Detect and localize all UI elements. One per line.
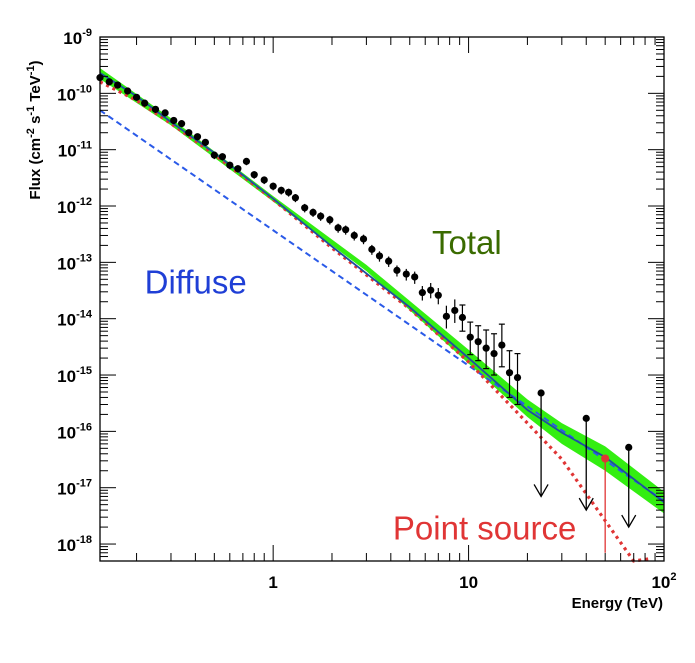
diffuse-line: [99, 109, 665, 502]
annotation-point-source: Point source: [393, 510, 576, 547]
data-point: [427, 286, 435, 294]
data-point: [375, 252, 384, 260]
data-point: [466, 333, 474, 341]
y-tick-label: 10-12: [57, 196, 92, 217]
data-point: [513, 374, 522, 382]
data-point: [177, 120, 186, 128]
data-point: [260, 176, 268, 184]
data-points-layer: [96, 74, 637, 553]
x-tick-label: 10: [459, 573, 478, 592]
data-point: [359, 235, 368, 243]
tick-labels: 10-9 10-10 10-11 10-12 10-13 10-14 10-15 10-16 1…: [57, 27, 676, 592]
upper-limit-arrow: [621, 514, 637, 529]
annotation-diffuse: Diffuse: [145, 263, 247, 300]
x-axis-title: Energy (TeV): [572, 595, 663, 612]
data-point: [141, 99, 149, 107]
y-tick-label: 10-9: [63, 27, 92, 48]
data-point: [458, 313, 467, 322]
data-point: [105, 78, 113, 86]
point-source-line: [99, 80, 651, 563]
data-point: [334, 224, 342, 232]
data-point: [277, 186, 285, 194]
data-point: [114, 81, 122, 89]
data-point: [411, 273, 419, 281]
data-point: [269, 182, 277, 190]
upper-limit-arrow: [578, 497, 594, 512]
plot-frame: [99, 36, 665, 562]
y-tick-label: 10-14: [57, 309, 93, 330]
data-point: [451, 306, 459, 315]
data-point: [193, 133, 202, 141]
data-point: [385, 257, 393, 265]
y-tick-label: 10-15: [57, 365, 92, 386]
data-point: [132, 93, 141, 101]
annotation-total: Total: [432, 224, 502, 261]
y-tick-label: 10-11: [58, 140, 92, 161]
y-tick-label: 10-13: [57, 252, 92, 273]
x-tick-label: 102: [651, 571, 676, 592]
data-point: [342, 226, 350, 234]
axis-ticks: [100, 36, 665, 562]
data-point: [301, 204, 309, 212]
data-point: [368, 245, 376, 253]
data-point: [474, 338, 482, 346]
data-point: [234, 165, 242, 173]
total-band-layer: [100, 68, 664, 514]
upper-limit-point: [625, 443, 633, 451]
data-point: [285, 188, 293, 196]
data-point: [124, 87, 132, 95]
data-point: [185, 129, 193, 137]
data-point: [350, 231, 358, 240]
upper-limit-point: [537, 389, 545, 397]
total-line: [99, 72, 665, 504]
point-source-marker: [601, 454, 610, 463]
y-tick-label: 10-18: [57, 534, 92, 555]
data-point: [317, 212, 325, 220]
data-point: [151, 105, 160, 113]
y-tick-label: 10-17: [57, 478, 92, 499]
upper-limit-arrow: [533, 484, 549, 498]
data-point: [434, 291, 442, 299]
data-point: [218, 153, 227, 161]
data-point: [291, 194, 300, 202]
data-point: [201, 138, 209, 146]
data-point: [250, 171, 258, 179]
y-tick-label: 10-16: [57, 421, 92, 442]
data-point: [326, 216, 334, 224]
data-point: [482, 344, 490, 352]
data-point: [393, 266, 401, 274]
data-point: [498, 341, 506, 349]
data-point: [402, 270, 410, 278]
data-point: [242, 157, 251, 165]
total-band: [100, 68, 664, 514]
data-point: [505, 369, 514, 377]
y-axis-title: Flux (cm-2 s-1 TeV-1): [25, 60, 44, 199]
data-point: [309, 208, 317, 217]
y-tick-label: 10-10: [57, 83, 92, 104]
data-point: [161, 109, 169, 117]
upper-limit-point: [582, 414, 590, 422]
data-point: [170, 116, 178, 125]
curve-layer: [99, 72, 665, 563]
data-point: [210, 151, 218, 159]
x-tick-label: 1: [268, 573, 277, 592]
data-point: [418, 289, 426, 297]
data-point: [442, 312, 450, 320]
data-point: [226, 161, 234, 169]
data-point: [490, 350, 498, 358]
